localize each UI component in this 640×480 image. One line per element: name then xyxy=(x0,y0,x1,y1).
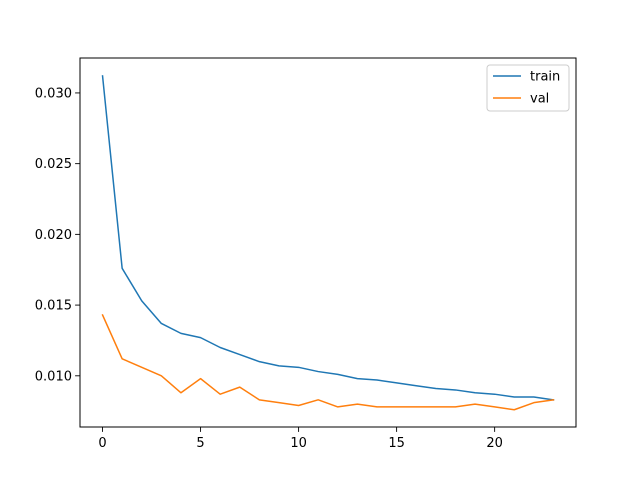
legend: train val xyxy=(486,64,570,112)
x-tick-label: 10 xyxy=(290,436,307,451)
axes-frame xyxy=(79,57,577,428)
series-line-val xyxy=(101,313,555,411)
y-tick-label: 0.015 xyxy=(35,299,72,314)
y-tick-label: 0.025 xyxy=(35,157,72,172)
legend-label-train: train xyxy=(530,70,560,85)
legend-label-val: val xyxy=(530,92,549,107)
x-axis: 0 5 10 15 20 xyxy=(98,427,503,451)
series-line-train xyxy=(101,75,555,401)
x-tick-label: 5 xyxy=(196,436,204,451)
y-tick-label: 0.030 xyxy=(35,86,72,101)
series-layer xyxy=(101,75,555,411)
x-tick-label: 15 xyxy=(388,436,405,451)
x-tick-label: 0 xyxy=(98,436,106,451)
y-axis: 0.010 0.015 0.020 0.025 0.030 xyxy=(35,86,80,384)
x-tick-label: 20 xyxy=(486,436,503,451)
plot-area xyxy=(79,57,577,428)
y-tick-label: 0.020 xyxy=(35,228,72,243)
y-tick-label: 0.010 xyxy=(35,369,72,384)
